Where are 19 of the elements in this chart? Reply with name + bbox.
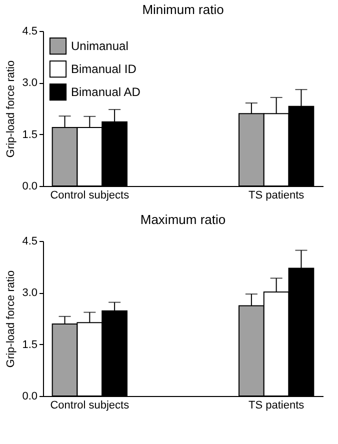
y-axis-title: Grip-load force ratio (5, 60, 18, 158)
x-tick-label: Control subjects (50, 190, 130, 202)
y-tick-label: 4.5 (22, 236, 38, 248)
y-tick-label: 3.0 (22, 77, 38, 90)
y-tick-label: 4.5 (22, 26, 38, 38)
legend-label: Bimanual ID (71, 62, 137, 76)
x-tick-label: TS patients (248, 190, 305, 202)
y-tick-label: 1.5 (22, 128, 38, 141)
y-tick-label: 0.0 (22, 390, 38, 402)
y-tick-label: 3.0 (22, 287, 38, 300)
chart-title: Minimum ratio (142, 2, 224, 17)
x-tick-label: TS patients (248, 400, 305, 412)
y-axis-title: Grip-load force ratio (5, 270, 18, 368)
y-tick-label: 0.0 (22, 180, 38, 192)
legend-label: Unimanual (71, 39, 128, 53)
y-tick-label: 1.5 (22, 338, 38, 351)
chart-title: Maximum ratio (140, 212, 226, 227)
legend-label: Bimanual AD (71, 85, 141, 99)
x-tick-label: Control subjects (50, 400, 130, 412)
